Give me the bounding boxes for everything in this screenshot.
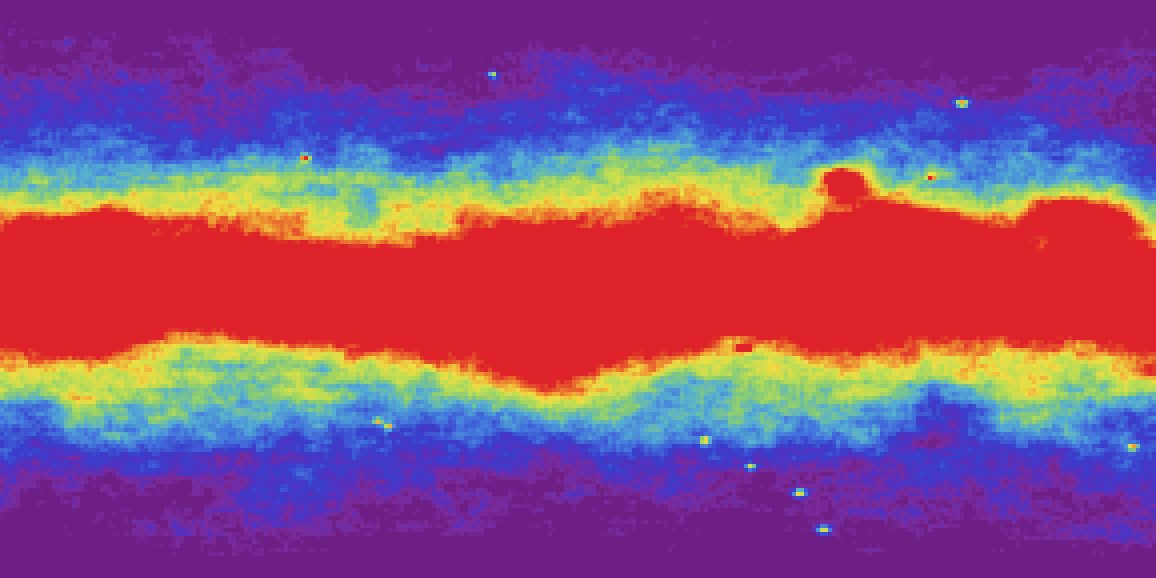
sky-map-canvas xyxy=(0,0,1156,578)
all-sky-map-figure: All-Sky Intensity Map Galactic longitude… xyxy=(0,0,1156,578)
